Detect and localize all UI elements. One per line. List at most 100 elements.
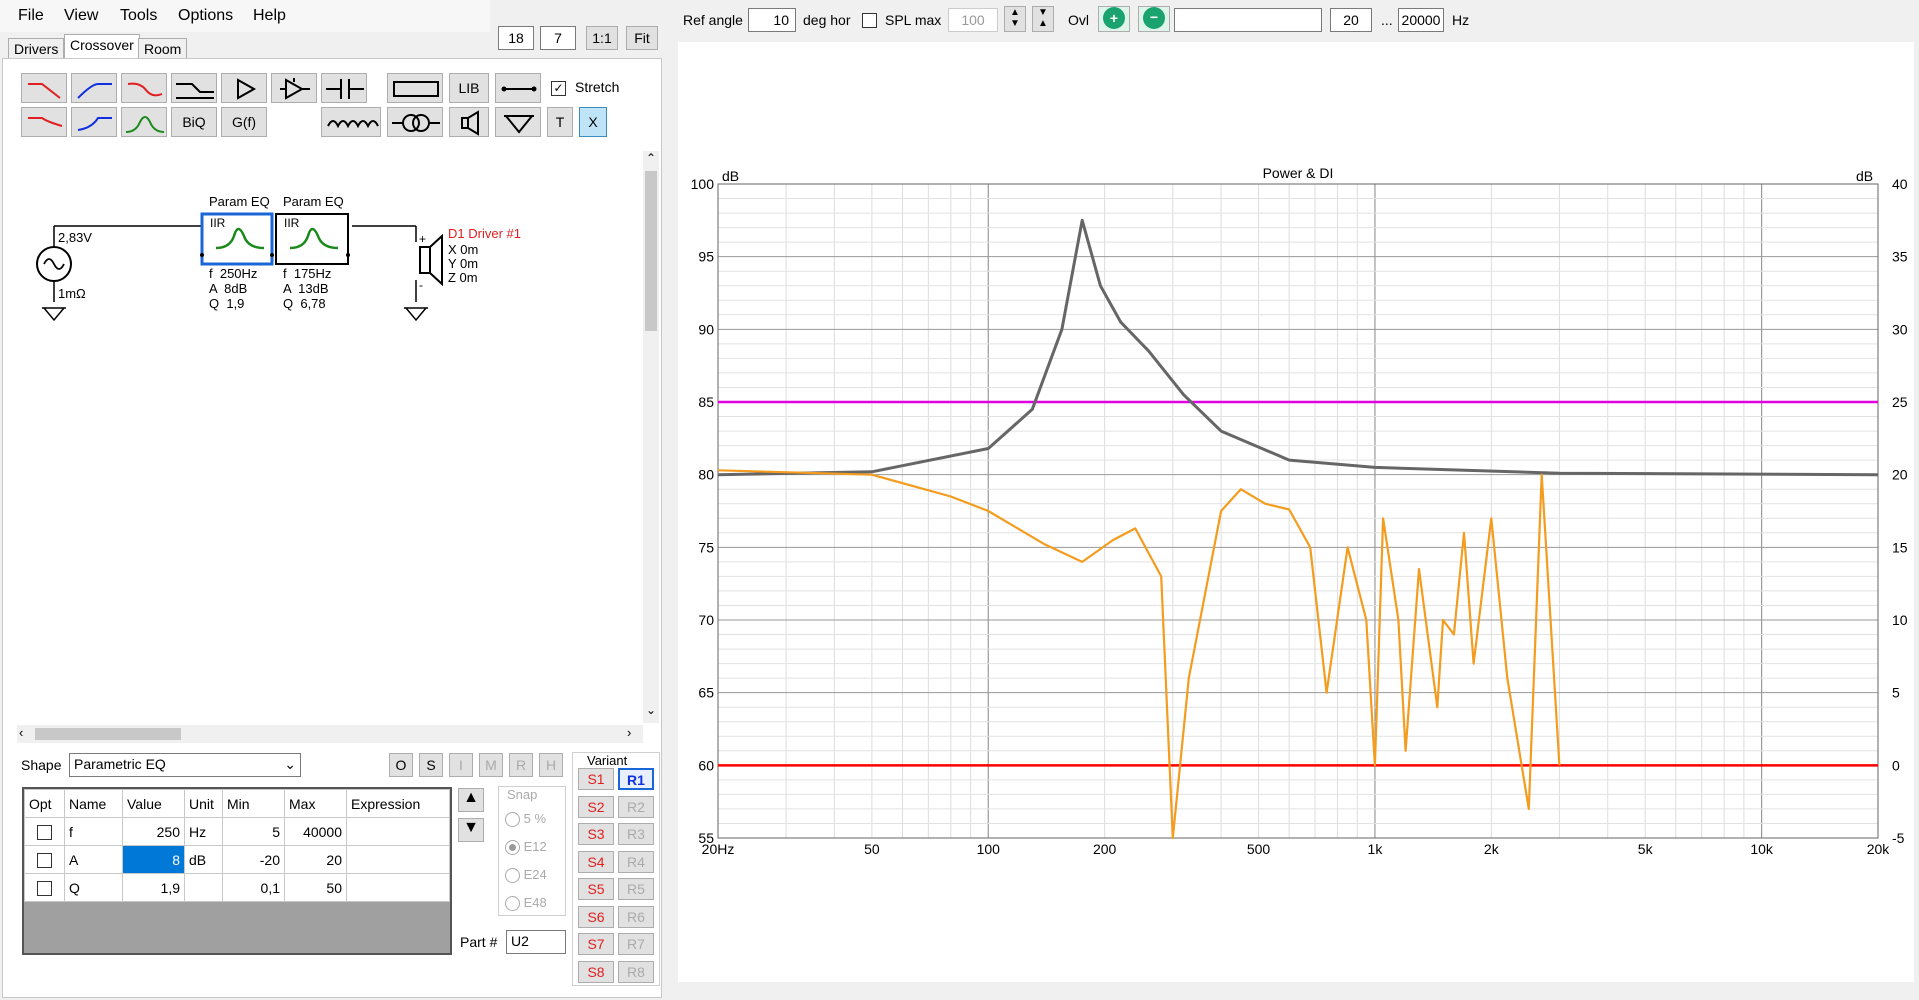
param-eq-button[interactable] bbox=[121, 107, 167, 137]
ref-angle-field[interactable]: 10 bbox=[748, 8, 796, 32]
lowpass-1-button[interactable] bbox=[21, 73, 67, 103]
shape-m-button[interactable]: M bbox=[479, 753, 503, 777]
param-expression[interactable] bbox=[346, 873, 450, 902]
freq-min-field[interactable]: 20 bbox=[1330, 8, 1372, 32]
opt-checkbox[interactable] bbox=[37, 880, 52, 896]
menu-file[interactable]: File bbox=[18, 7, 44, 24]
spl-max-field[interactable]: 100 bbox=[948, 8, 998, 32]
variant-s6-button[interactable]: S6 bbox=[578, 905, 614, 928]
gain-button[interactable] bbox=[221, 73, 267, 103]
resistor-button[interactable] bbox=[387, 73, 443, 103]
shape-h-button[interactable]: H bbox=[539, 753, 563, 777]
grid-x-field[interactable]: 18 bbox=[498, 26, 534, 50]
param-max[interactable]: 50 bbox=[284, 873, 347, 902]
shape-select[interactable]: Parametric EQ ⌄ bbox=[69, 753, 301, 777]
param-max[interactable]: 20 bbox=[284, 845, 347, 874]
tab-room[interactable]: Room bbox=[138, 38, 188, 60]
param-max[interactable]: 40000 bbox=[284, 817, 347, 846]
ground-button[interactable] bbox=[495, 107, 541, 137]
highpass-2-button[interactable] bbox=[71, 107, 117, 137]
shape-i-button[interactable]: I bbox=[449, 753, 473, 777]
table-row[interactable]: f 250 Hz 5 40000 bbox=[24, 817, 450, 846]
shape-r-button[interactable]: R bbox=[509, 753, 533, 777]
variant-r2-button[interactable]: R2 bbox=[618, 795, 654, 818]
tab-crossover[interactable]: Crossover bbox=[64, 34, 140, 60]
variant-s4-button[interactable]: S4 bbox=[578, 850, 614, 873]
allpass-button[interactable] bbox=[121, 73, 167, 103]
snap-e24-radio[interactable]: E24 bbox=[505, 867, 547, 884]
variant-s7-button[interactable]: S7 bbox=[578, 933, 614, 955]
variant-s1-button[interactable]: S1 bbox=[578, 768, 614, 790]
variant-s3-button[interactable]: S3 bbox=[578, 823, 614, 845]
schematic-vertical-scrollbar[interactable]: ⌃ ⌄ bbox=[643, 151, 659, 723]
move-up-button[interactable]: ▲ bbox=[458, 788, 484, 812]
variant-r8-button[interactable]: R8 bbox=[618, 960, 654, 983]
variant-r3-button[interactable]: R3 bbox=[618, 823, 654, 845]
shape-s-button[interactable]: S bbox=[419, 753, 443, 777]
spl-stepper-button[interactable]: ▲ ▼ bbox=[1004, 6, 1026, 32]
opt-checkbox[interactable] bbox=[37, 824, 52, 840]
menu-view[interactable]: View bbox=[64, 7, 99, 24]
highpass-1-button[interactable] bbox=[71, 73, 117, 103]
fit-button[interactable]: Fit bbox=[626, 26, 658, 50]
param-value[interactable]: 8 bbox=[122, 845, 185, 874]
tab-drivers[interactable]: Drivers bbox=[8, 38, 65, 60]
param-value[interactable]: 1,9 bbox=[122, 873, 185, 902]
shelf-button[interactable] bbox=[171, 73, 217, 103]
driver-button[interactable] bbox=[449, 107, 489, 137]
table-row[interactable]: A 8 dB -20 20 bbox=[24, 845, 450, 874]
menu-tools[interactable]: Tools bbox=[120, 7, 158, 24]
capacitor-button[interactable] bbox=[321, 73, 367, 103]
snap-e48-radio[interactable]: E48 bbox=[505, 895, 547, 912]
cross-button[interactable]: X bbox=[579, 107, 607, 137]
overlay-name-field[interactable] bbox=[1174, 8, 1322, 32]
menu-options[interactable]: Options bbox=[178, 7, 234, 24]
scroll-up-icon[interactable]: ⌃ bbox=[646, 151, 657, 165]
delay-button[interactable] bbox=[271, 73, 317, 103]
variant-r1-button[interactable]: R1 bbox=[618, 768, 654, 790]
param-value[interactable]: 250 bbox=[122, 817, 185, 846]
inductor-button[interactable] bbox=[321, 107, 381, 137]
param-expression[interactable] bbox=[346, 845, 450, 874]
menu-help[interactable]: Help bbox=[253, 7, 286, 24]
wire-button[interactable] bbox=[495, 73, 541, 103]
table-row[interactable]: Q 1,9 0,1 50 bbox=[24, 873, 450, 902]
variant-r5-button[interactable]: R5 bbox=[618, 878, 654, 900]
param-min[interactable]: -20 bbox=[222, 845, 285, 874]
gf-button[interactable]: G(f) bbox=[221, 107, 267, 137]
scroll-down-icon[interactable]: ⌄ bbox=[646, 703, 657, 717]
grid-y-field[interactable]: 7 bbox=[540, 26, 576, 50]
param-min[interactable]: 5 bbox=[222, 817, 285, 846]
variant-r7-button[interactable]: R7 bbox=[618, 933, 654, 955]
add-overlay-button[interactable]: + bbox=[1098, 6, 1130, 32]
schematic-canvas[interactable]: 2,83V 1mΩ Param EQ IIR f 250Hz A 8dB Q 1… bbox=[16, 152, 642, 722]
snap-e12-radio[interactable]: E12 bbox=[505, 839, 547, 856]
scroll-right-icon[interactable]: › bbox=[627, 725, 632, 740]
vertical-scroll-thumb[interactable] bbox=[645, 171, 657, 331]
shape-o-button[interactable]: O bbox=[389, 753, 413, 777]
param-min[interactable]: 0,1 bbox=[222, 873, 285, 902]
variant-r4-button[interactable]: R4 bbox=[618, 850, 654, 873]
snap-5pct-radio[interactable]: 5 % bbox=[505, 811, 546, 828]
spl-max-checkbox[interactable] bbox=[862, 11, 877, 28]
schematic-horizontal-scrollbar[interactable]: ‹ › bbox=[17, 725, 643, 743]
stretch-checkbox[interactable]: ✓ bbox=[551, 79, 566, 96]
param-expression[interactable] bbox=[346, 817, 450, 846]
move-down-button[interactable]: ▼ bbox=[458, 818, 484, 842]
variant-s2-button[interactable]: S2 bbox=[578, 795, 614, 818]
opt-checkbox[interactable] bbox=[37, 852, 52, 868]
part-number-field[interactable]: U2 bbox=[506, 930, 566, 954]
lowpass-2-button[interactable] bbox=[21, 107, 67, 137]
remove-overlay-button[interactable]: − bbox=[1138, 6, 1170, 32]
spl-reset-button[interactable]: ▼ ▲ bbox=[1032, 6, 1054, 32]
freq-max-field[interactable]: 20000 bbox=[1398, 8, 1444, 32]
variant-s5-button[interactable]: S5 bbox=[578, 878, 614, 900]
variant-r6-button[interactable]: R6 bbox=[618, 905, 654, 928]
text-button[interactable]: T bbox=[547, 107, 573, 137]
horizontal-scroll-thumb[interactable] bbox=[35, 728, 181, 740]
zoom-1-1-button[interactable]: 1:1 bbox=[586, 26, 618, 50]
lib-button[interactable]: LIB bbox=[449, 73, 489, 103]
variant-s8-button[interactable]: S8 bbox=[578, 960, 614, 983]
transformer-button[interactable] bbox=[387, 107, 443, 137]
